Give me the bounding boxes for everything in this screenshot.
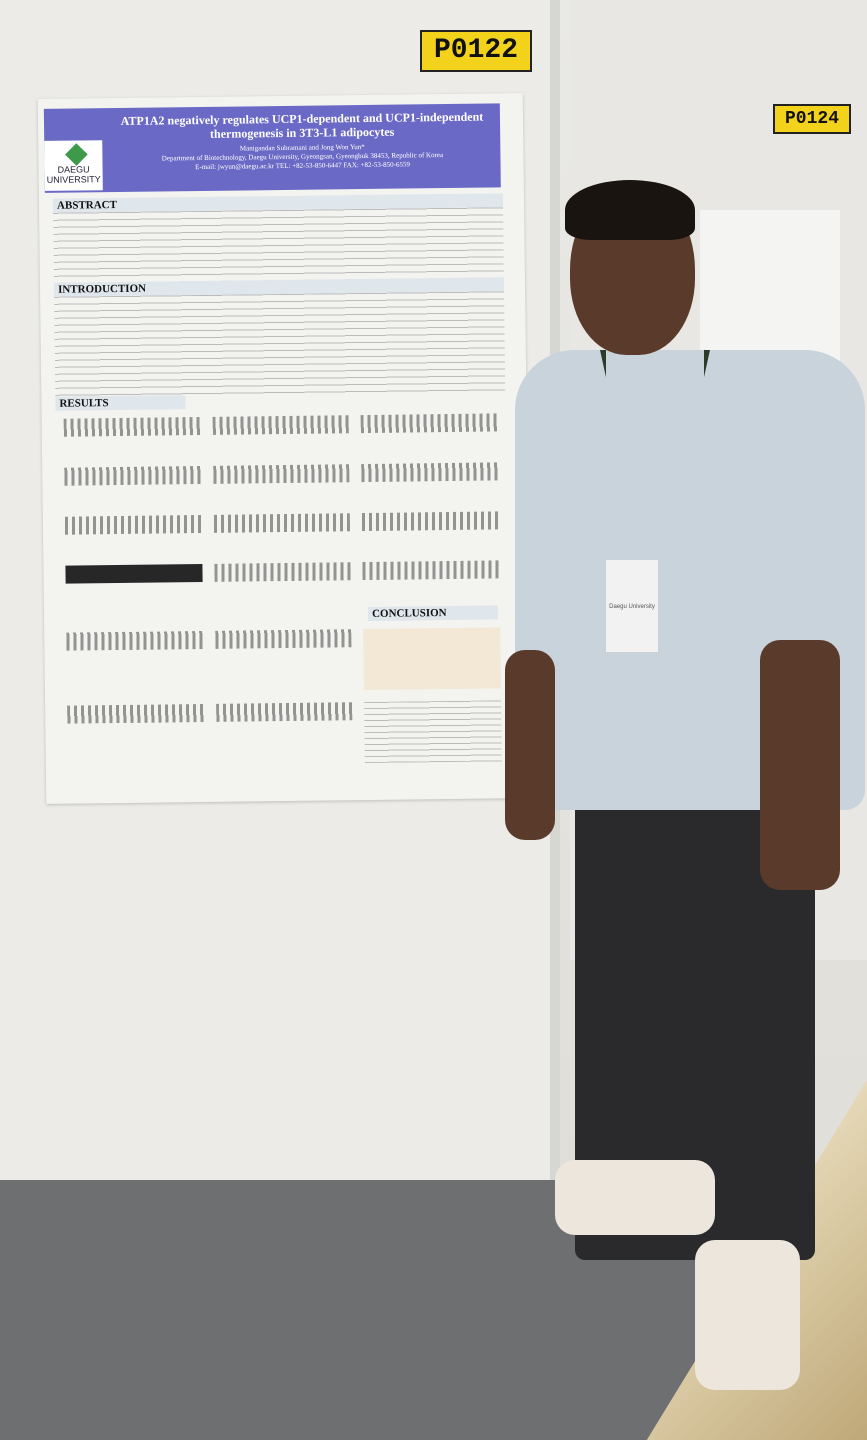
left-shoe bbox=[555, 1160, 715, 1235]
person-right-hand bbox=[760, 640, 840, 890]
introduction-body bbox=[54, 291, 506, 397]
board-number-label-right: P0124 bbox=[773, 104, 851, 134]
name-badge: Daegu University bbox=[606, 560, 658, 652]
board-number-label: P0122 bbox=[420, 30, 532, 72]
more-figures bbox=[58, 619, 510, 774]
logo-diamond-icon bbox=[65, 143, 88, 166]
logo-text: DAEGU UNIVERSITY bbox=[46, 164, 101, 185]
badge-affiliation: Daegu University bbox=[609, 604, 655, 610]
abstract-body bbox=[53, 207, 504, 283]
poster-banner: ATP1A2 negatively regulates UCP1-depende… bbox=[43, 103, 501, 193]
university-logo: DAEGU UNIVERSITY bbox=[44, 140, 103, 191]
person-hair bbox=[565, 180, 695, 240]
poster-title: ATP1A2 negatively regulates UCP1-depende… bbox=[120, 109, 484, 141]
right-shoe bbox=[695, 1240, 800, 1390]
person-left-hand bbox=[505, 650, 555, 840]
results-figures bbox=[56, 405, 508, 610]
poster-authors: Manigandan Subramani and Jong Won Yun* D… bbox=[104, 141, 500, 173]
research-poster: ATP1A2 negatively regulates UCP1-depende… bbox=[37, 93, 532, 804]
